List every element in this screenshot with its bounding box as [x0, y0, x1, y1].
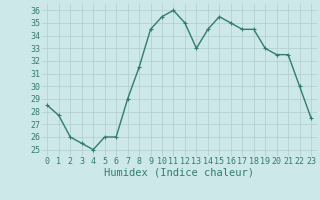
X-axis label: Humidex (Indice chaleur): Humidex (Indice chaleur) [104, 168, 254, 178]
